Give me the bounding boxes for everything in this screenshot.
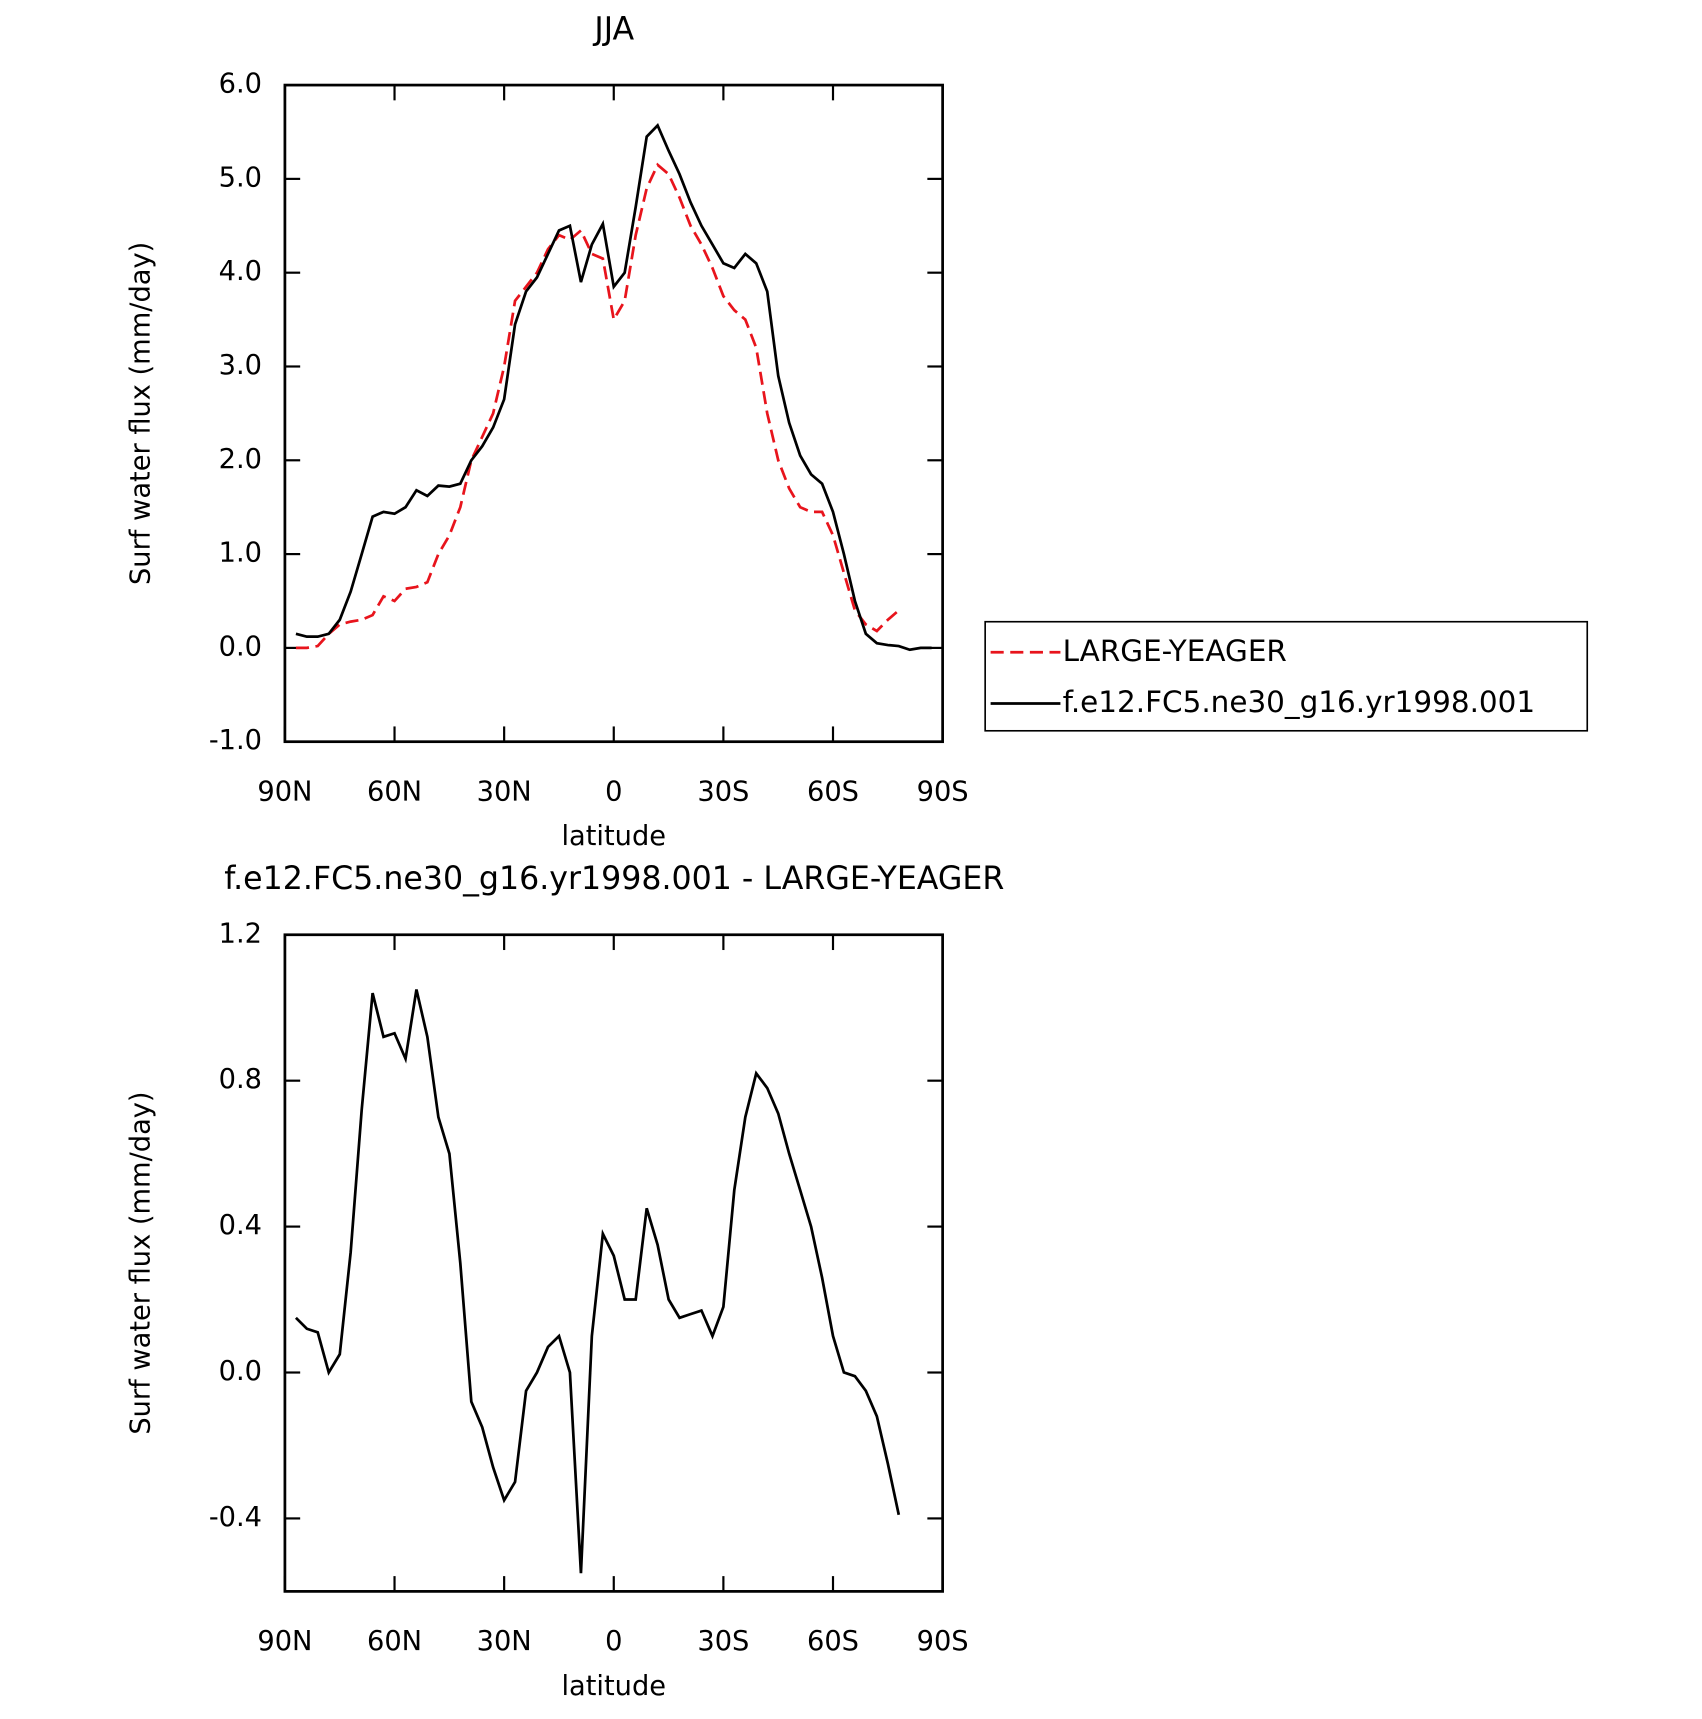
y-tick-label: 5.0	[219, 162, 262, 193]
y-tick-label: 0.0	[219, 1356, 262, 1387]
y-tick-label: 1.2	[219, 918, 262, 949]
y-tick-label: 0.8	[219, 1064, 262, 1095]
x-tick-label: 0	[605, 776, 622, 807]
x-tick-label: 60N	[367, 776, 422, 807]
y-tick-label: 1.0	[219, 538, 262, 569]
y-tick-label: 0.4	[219, 1210, 262, 1241]
y-tick-label: 3.0	[219, 350, 262, 381]
x-tick-label: 60S	[807, 776, 859, 807]
data-line	[294, 989, 901, 1574]
x-tick-label: 30S	[697, 1626, 749, 1657]
chart-title: f.e12.FC5.ne30_g16.yr1998.001 - LARGE-YE…	[224, 861, 1004, 897]
data-line	[295, 123, 932, 652]
x-tick-label: 90N	[257, 776, 312, 807]
x-tick-label: 30S	[697, 776, 749, 807]
legend-label: LARGE-YEAGER	[1063, 634, 1287, 668]
data-line	[295, 162, 900, 650]
x-tick-label: 30N	[477, 776, 532, 807]
y-tick-label: 2.0	[219, 444, 262, 475]
legend-label: f.e12.FC5.ne30_g16.yr1998.001	[1063, 685, 1536, 719]
y-tick-label: -1.0	[209, 725, 262, 756]
y-tick-label: 0.0	[219, 631, 262, 662]
y-tick-label: 4.0	[219, 256, 262, 287]
x-axis-label: latitude	[561, 1671, 666, 1702]
x-tick-label: 0	[605, 1626, 622, 1657]
y-tick-label: 6.0	[219, 69, 262, 100]
y-axis-label: Surf water flux (mm/day)	[126, 242, 157, 585]
x-tick-label: 60N	[367, 1626, 422, 1657]
x-axis-label: latitude	[561, 821, 666, 852]
x-tick-label: 30N	[477, 1626, 532, 1657]
x-tick-label: 90S	[917, 1626, 969, 1657]
plot-frame	[283, 83, 944, 744]
y-axis-label: Surf water flux (mm/day)	[126, 1091, 157, 1434]
x-tick-label: 90S	[917, 776, 969, 807]
chart-title: JJA	[592, 12, 634, 48]
y-tick-label: -0.4	[209, 1502, 262, 1533]
x-tick-label: 60S	[807, 1626, 859, 1657]
x-tick-label: 90N	[257, 1626, 312, 1657]
legend-box	[984, 620, 1589, 732]
plot-frame	[283, 933, 944, 1593]
